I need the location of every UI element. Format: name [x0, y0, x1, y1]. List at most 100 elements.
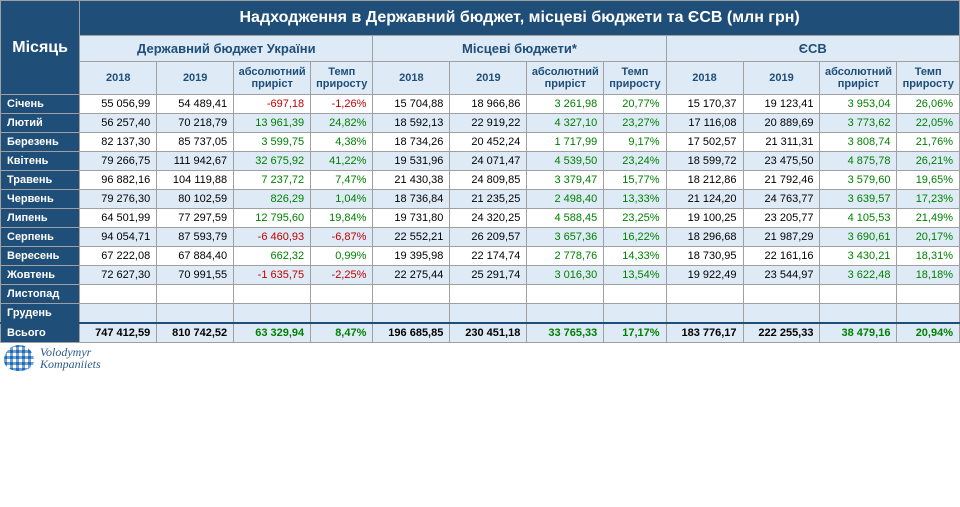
- data-cell: 14,33%: [604, 247, 666, 266]
- data-cell: 19 922,49: [666, 266, 743, 285]
- sub-header: 2018: [373, 62, 450, 95]
- data-cell: 20 889,69: [743, 114, 820, 133]
- data-cell: -697,18: [234, 95, 311, 114]
- data-cell: 55 056,99: [80, 95, 157, 114]
- sub-header: абсолютний приріст: [820, 62, 897, 95]
- data-cell: 3 379,47: [527, 171, 604, 190]
- data-cell: 18,31%: [897, 247, 960, 266]
- data-cell: 23 544,97: [743, 266, 820, 285]
- sub-header: абсолютний приріст: [234, 62, 311, 95]
- data-cell: 19,84%: [311, 209, 373, 228]
- data-cell: 13 961,39: [234, 114, 311, 133]
- data-cell: 0,99%: [311, 247, 373, 266]
- data-cell: [527, 285, 604, 304]
- table-row: Вересень67 222,0867 884,40662,320,99%19 …: [1, 247, 960, 266]
- data-cell: 24 071,47: [450, 152, 527, 171]
- data-cell: 19 123,41: [743, 95, 820, 114]
- month-header: Місяць: [1, 1, 80, 95]
- sub-header: 2018: [80, 62, 157, 95]
- sub-header: Темп приросту: [311, 62, 373, 95]
- data-cell: 32 675,92: [234, 152, 311, 171]
- data-cell: 4,38%: [311, 133, 373, 152]
- total-cell: 63 329,94: [234, 323, 311, 343]
- total-cell: 230 451,18: [450, 323, 527, 343]
- data-cell: 3 657,36: [527, 228, 604, 247]
- data-cell: 3 808,74: [820, 133, 897, 152]
- data-cell: 19 731,80: [373, 209, 450, 228]
- data-cell: 96 882,16: [80, 171, 157, 190]
- data-cell: 21 124,20: [666, 190, 743, 209]
- data-cell: -6,87%: [311, 228, 373, 247]
- data-cell: 22 919,22: [450, 114, 527, 133]
- month-cell: Вересень: [1, 247, 80, 266]
- data-cell: [311, 304, 373, 324]
- data-cell: [311, 285, 373, 304]
- data-cell: 82 137,30: [80, 133, 157, 152]
- sub-header: Темп приросту: [897, 62, 960, 95]
- month-cell: Жовтень: [1, 266, 80, 285]
- data-cell: 23,25%: [604, 209, 666, 228]
- total-row: Всього747 412,59810 742,5263 329,948,47%…: [1, 323, 960, 343]
- data-cell: [666, 304, 743, 324]
- data-cell: 18 734,26: [373, 133, 450, 152]
- data-cell: 18 966,86: [450, 95, 527, 114]
- data-cell: 15,77%: [604, 171, 666, 190]
- total-cell: 17,17%: [604, 323, 666, 343]
- total-cell: 183 776,17: [666, 323, 743, 343]
- data-cell: 22 275,44: [373, 266, 450, 285]
- data-cell: 15 170,37: [666, 95, 743, 114]
- data-cell: 19 100,25: [666, 209, 743, 228]
- data-cell: [450, 304, 527, 324]
- table-row: Жовтень72 627,3070 991,55-1 635,75-2,25%…: [1, 266, 960, 285]
- table-row: Квітень79 266,75111 942,6732 675,9241,22…: [1, 152, 960, 171]
- data-cell: 4 105,53: [820, 209, 897, 228]
- data-cell: 18 736,84: [373, 190, 450, 209]
- data-cell: 3 690,61: [820, 228, 897, 247]
- data-cell: 19,65%: [897, 171, 960, 190]
- data-cell: 18 730,95: [666, 247, 743, 266]
- data-cell: 7,47%: [311, 171, 373, 190]
- data-cell: 18 296,68: [666, 228, 743, 247]
- data-cell: 3 773,62: [820, 114, 897, 133]
- group-header: ЄСВ: [666, 36, 959, 62]
- data-cell: 24 763,77: [743, 190, 820, 209]
- data-cell: 79 266,75: [80, 152, 157, 171]
- data-cell: 67 884,40: [157, 247, 234, 266]
- data-cell: 9,17%: [604, 133, 666, 152]
- data-cell: 23 205,77: [743, 209, 820, 228]
- globe-icon: [4, 345, 34, 371]
- data-cell: 4 588,45: [527, 209, 604, 228]
- month-cell: Січень: [1, 95, 80, 114]
- sub-header: 2019: [157, 62, 234, 95]
- data-cell: 3 639,57: [820, 190, 897, 209]
- month-cell: Серпень: [1, 228, 80, 247]
- month-cell: Червень: [1, 190, 80, 209]
- data-cell: 87 593,79: [157, 228, 234, 247]
- table-row: Лютий56 257,4070 218,7913 961,3924,82%18…: [1, 114, 960, 133]
- data-cell: 104 119,88: [157, 171, 234, 190]
- table-row: Серпень94 054,7187 593,79-6 460,93-6,87%…: [1, 228, 960, 247]
- total-cell: 222 255,33: [743, 323, 820, 343]
- data-cell: 67 222,08: [80, 247, 157, 266]
- data-cell: 826,29: [234, 190, 311, 209]
- data-cell: 3 016,30: [527, 266, 604, 285]
- data-cell: [897, 304, 960, 324]
- data-cell: -1,26%: [311, 95, 373, 114]
- data-cell: [373, 285, 450, 304]
- group-header: Державний бюджет України: [80, 36, 373, 62]
- data-cell: 21 430,38: [373, 171, 450, 190]
- data-cell: 56 257,40: [80, 114, 157, 133]
- data-cell: 3 953,04: [820, 95, 897, 114]
- data-cell: 26,21%: [897, 152, 960, 171]
- data-cell: 21,49%: [897, 209, 960, 228]
- data-cell: 94 054,71: [80, 228, 157, 247]
- data-cell: 64 501,99: [80, 209, 157, 228]
- data-cell: 7 237,72: [234, 171, 311, 190]
- data-cell: 79 276,30: [80, 190, 157, 209]
- logo-text: Volodymyr Kompaniiets: [40, 346, 101, 370]
- data-cell: [373, 304, 450, 324]
- data-cell: 85 737,05: [157, 133, 234, 152]
- data-cell: 18 592,13: [373, 114, 450, 133]
- data-cell: 18,18%: [897, 266, 960, 285]
- data-cell: 2 778,76: [527, 247, 604, 266]
